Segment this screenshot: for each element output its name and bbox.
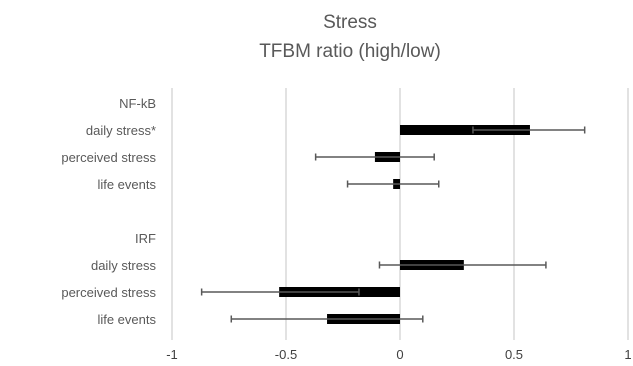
group-label: NF-kB: [119, 96, 156, 111]
error-bars: [200, 126, 586, 323]
category-label: daily stress: [91, 258, 157, 273]
bar: [400, 125, 530, 135]
chart-title-line-2: TFBM ratio (high/low): [259, 41, 441, 62]
category-label: life events: [97, 177, 156, 192]
x-tick-labels: -1 -0.5 0 0.5 1: [166, 347, 631, 362]
x-tick-label: 1: [624, 347, 631, 361]
group-label: IRF: [135, 231, 156, 246]
chart-title-line-1: Stress: [323, 12, 377, 33]
category-label: life events: [97, 312, 156, 327]
bars: [279, 125, 530, 324]
category-label: daily stress*: [86, 123, 156, 138]
x-tick-label: 0.5: [505, 347, 523, 361]
x-tick-label: 0: [396, 347, 403, 361]
x-tick-label: -1: [166, 347, 178, 361]
x-tick-label: -0.5: [275, 347, 297, 361]
category-labels: NF-kB daily stress* perceived stress life e…: [61, 96, 156, 327]
category-label: perceived stress: [61, 285, 156, 300]
category-label: perceived stress: [61, 150, 156, 165]
